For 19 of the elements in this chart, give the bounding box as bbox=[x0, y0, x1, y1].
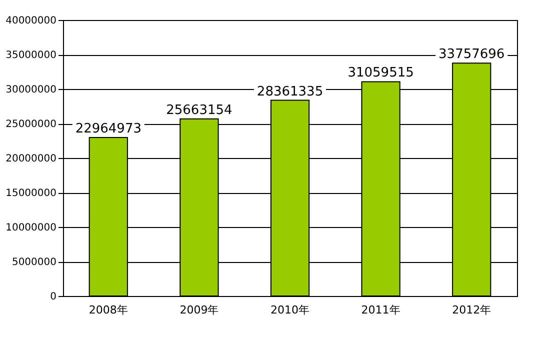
y-tick-label: 15000000 bbox=[6, 188, 56, 199]
y-tick-label: 20000000 bbox=[6, 154, 56, 164]
y-tick-label: 5000000 bbox=[12, 257, 56, 268]
data-label: 33757696 bbox=[438, 47, 505, 62]
x-tick-label: 2012年 bbox=[452, 304, 492, 316]
y-tick-label: 0 bbox=[50, 292, 56, 302]
data-label: 31059515 bbox=[348, 66, 414, 81]
y-tick-label: 35000000 bbox=[6, 50, 56, 61]
x-tick-label: 2011年 bbox=[361, 304, 400, 316]
x-tick-label: 2008年 bbox=[88, 304, 128, 316]
data-label: 25663154 bbox=[166, 102, 232, 118]
data-label: 28361335 bbox=[256, 84, 324, 100]
y-tick-label: 40000000 bbox=[6, 16, 56, 26]
y-tick-label: 30000000 bbox=[6, 84, 56, 96]
y-tick-label: 25000000 bbox=[6, 119, 56, 130]
y-tick-label: 10000000 bbox=[6, 222, 56, 234]
x-tick-label: 2009年 bbox=[180, 304, 219, 316]
x-tick-label: 2010年 bbox=[270, 304, 310, 316]
data-label: 22964973 bbox=[75, 122, 142, 137]
